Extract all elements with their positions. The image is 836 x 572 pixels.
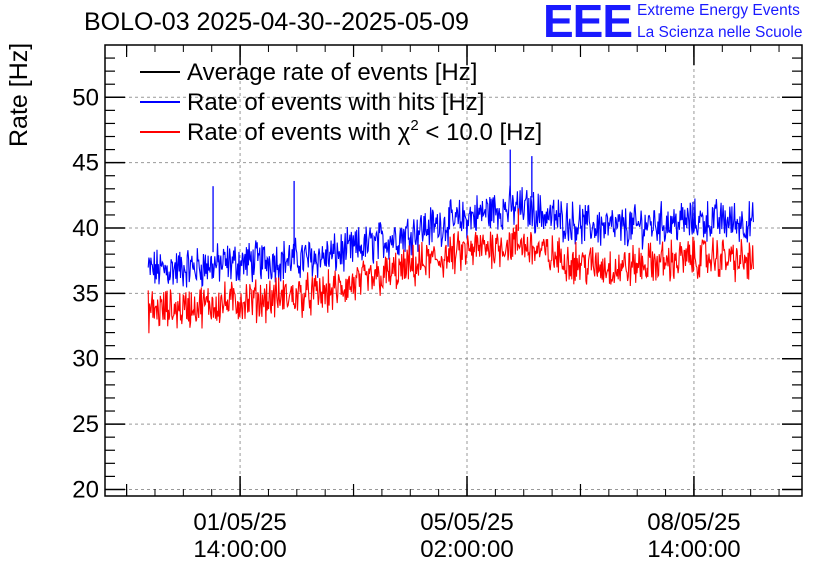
chart-title: BOLO-03 2025-04-30--2025-05-09 bbox=[84, 8, 469, 36]
legend-entry-prefix: Rate of events with bbox=[187, 119, 398, 146]
series-line-2 bbox=[147, 224, 754, 334]
y-tick-label: 30 bbox=[72, 346, 99, 373]
axis-ticks bbox=[105, 45, 802, 496]
y-tick-label: 25 bbox=[72, 411, 99, 438]
logo-line-2: La Scienza nelle Scuole bbox=[637, 24, 803, 41]
y-tick-label: 40 bbox=[72, 215, 99, 242]
tick-labels: 2025303540455001/05/2514:00:0005/05/2502… bbox=[72, 84, 740, 563]
x-tick-time: 14:00:00 bbox=[193, 536, 286, 563]
series-layer bbox=[147, 149, 754, 334]
legend: Average rate of events [Hz] Rate of event… bbox=[140, 59, 542, 146]
y-axis-label: Rate [Hz] bbox=[5, 42, 33, 147]
legend-chi-symbol: χ bbox=[398, 119, 411, 146]
grid bbox=[105, 45, 802, 496]
y-tick-label: 50 bbox=[72, 84, 99, 111]
x-tick-date: 01/05/25 bbox=[193, 509, 286, 536]
y-tick-label: 35 bbox=[72, 280, 99, 307]
y-tick-label: 20 bbox=[72, 476, 99, 503]
x-tick-time: 02:00:00 bbox=[420, 536, 513, 563]
legend-entry: Average rate of events [Hz] bbox=[187, 59, 477, 86]
legend-entry-suffix: < 10.0 [Hz] bbox=[419, 119, 542, 146]
y-tick-label: 45 bbox=[72, 150, 99, 177]
legend-entry: Rate of events with χ2 < 10.0 [Hz] bbox=[187, 117, 542, 146]
plot-frame bbox=[104, 44, 803, 497]
eee-logo: EEE bbox=[543, 0, 633, 47]
legend-entry: Rate of events with hits [Hz] bbox=[187, 89, 484, 116]
x-tick-date: 05/05/25 bbox=[420, 509, 513, 536]
series-line-1 bbox=[147, 185, 754, 288]
x-tick-time: 14:00:00 bbox=[647, 536, 740, 563]
logo-line-1: Extreme Energy Events bbox=[637, 2, 800, 19]
legend-superscript: 2 bbox=[410, 117, 418, 134]
x-tick-date: 08/05/25 bbox=[647, 509, 740, 536]
